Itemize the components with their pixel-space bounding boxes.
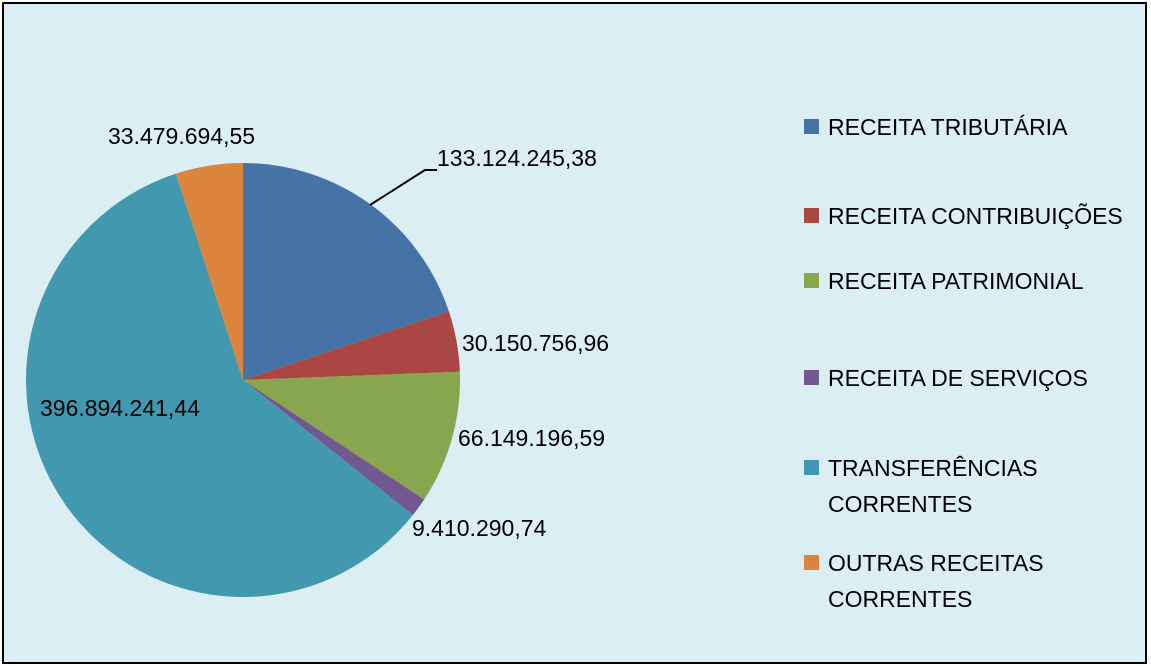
legend-swatch (804, 119, 819, 134)
legend-item: RECEITA TRIBUTÁRIA (804, 109, 1067, 145)
legend-item: OUTRAS RECEITAS CORRENTES (804, 545, 1058, 617)
data-label: 133.124.245,38 (437, 145, 597, 171)
pie-slice (243, 311, 460, 380)
legend-label: RECEITA CONTRIBUIÇÕES (828, 203, 1123, 229)
legend-label: OUTRAS RECEITAS CORRENTES (828, 550, 1044, 612)
legend-label: TRANSFERÊNCIAS CORRENTES (828, 455, 1038, 517)
legend-item: RECEITA DE SERVIÇOS (804, 360, 1088, 396)
pie-slice (243, 163, 449, 380)
chart: 133.124.245,38 30.150.756,96 66.149.196,59… (25, 123, 609, 597)
legend-swatch (804, 370, 819, 385)
data-label: 33.479.694,55 (108, 123, 255, 149)
legend-label: RECEITA DE SERVIÇOS (828, 365, 1088, 391)
legend-item: TRANSFERÊNCIAS CORRENTES (804, 450, 1058, 522)
pie-slice (175, 163, 243, 380)
leader-line (369, 169, 437, 206)
data-label: 66.149.196,59 (458, 425, 605, 451)
legend-swatch (804, 460, 819, 475)
legend-label: RECEITA TRIBUTÁRIA (828, 114, 1068, 140)
pie-slice (243, 371, 461, 500)
data-label: 396.894.241,44 (40, 395, 200, 421)
pie-slice (243, 380, 425, 516)
legend-label: RECEITA PATRIMONIAL (828, 268, 1084, 294)
data-label: 30.150.756,96 (462, 330, 609, 356)
legend-item: RECEITA CONTRIBUIÇÕES (804, 198, 1123, 234)
legend-swatch (804, 208, 819, 223)
legend-swatch (804, 555, 819, 570)
data-label: 9.410.290,74 (412, 515, 547, 541)
pie-slice (25, 173, 413, 597)
legend-item: RECEITA PATRIMONIAL (804, 263, 1084, 299)
legend-swatch (804, 273, 819, 288)
